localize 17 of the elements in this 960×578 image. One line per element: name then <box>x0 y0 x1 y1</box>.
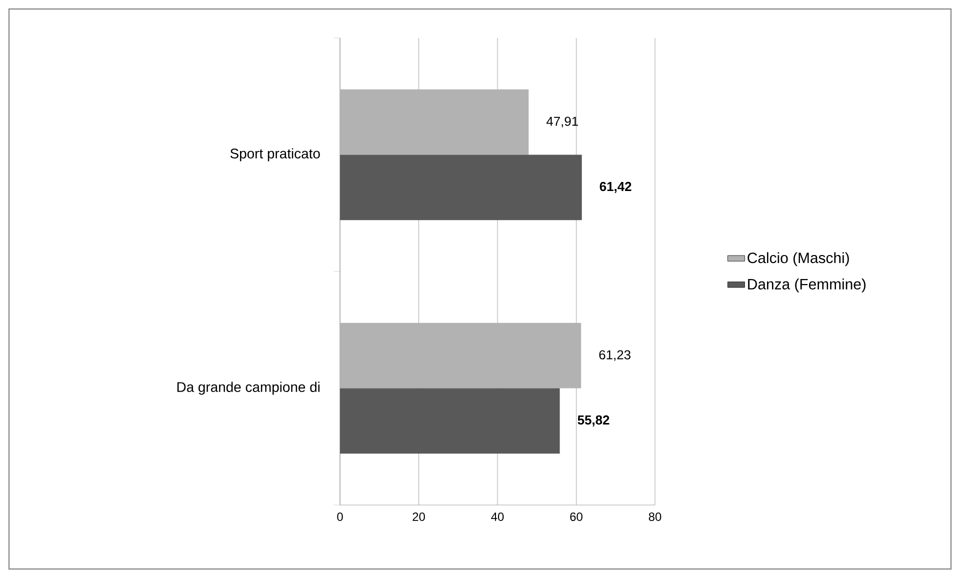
bar <box>340 322 582 388</box>
x-tick-label: 40 <box>491 512 504 521</box>
data-label: 55,82 <box>578 415 610 426</box>
bar <box>340 89 529 155</box>
x-tick-label: 60 <box>570 512 582 521</box>
bar <box>340 388 560 454</box>
y-tick-label: Sport praticato <box>230 148 320 162</box>
y-tick-label: Da grande campione di <box>177 382 320 395</box>
x-tick-label: 20 <box>412 512 425 521</box>
legend-label: Danza (Femmine) <box>748 278 866 292</box>
data-label: 47,91 <box>546 116 578 128</box>
data-label: 61,42 <box>600 182 632 193</box>
legend-label: Calcio (Maschi) <box>748 252 849 266</box>
x-tick-label: 80 <box>648 512 662 521</box>
data-label: 61,23 <box>599 350 630 361</box>
bar <box>340 154 582 220</box>
x-tick-label: 0 <box>337 512 343 521</box>
